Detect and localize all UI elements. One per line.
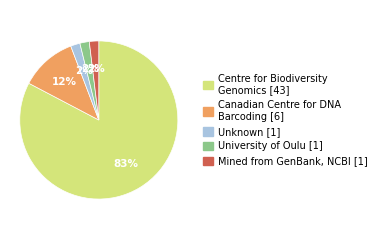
Text: 83%: 83% [113,159,138,169]
Text: 2%: 2% [74,66,92,76]
Wedge shape [71,43,99,120]
Wedge shape [20,41,178,199]
Text: 2%: 2% [81,65,98,74]
Legend: Centre for Biodiversity
Genomics [43], Canadian Centre for DNA
Barcoding [6], Un: Centre for Biodiversity Genomics [43], C… [203,73,369,167]
Wedge shape [80,42,99,120]
Wedge shape [29,46,99,120]
Text: 2%: 2% [87,64,104,74]
Wedge shape [89,41,99,120]
Text: 12%: 12% [52,77,77,87]
